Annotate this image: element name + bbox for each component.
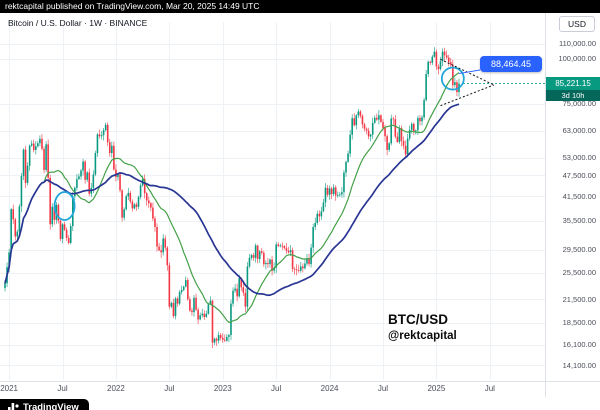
chart-text-symbol[interactable]: BTC/USD	[388, 312, 448, 327]
last-price-label: 85,221.15	[546, 77, 600, 91]
currency-unit-button[interactable]: USD	[559, 16, 595, 32]
x-axis-tick: Jul	[377, 384, 389, 393]
price-axis[interactable]: 110,000.00 100,000.00 75,000.00 63,000.00 53…	[546, 0, 600, 397]
candle-countdown: 3d 10h	[546, 90, 600, 102]
y-axis-tick: 100,000.00	[558, 54, 596, 64]
x-axis-tick: 2024	[320, 384, 339, 393]
tradingview-logo-icon	[8, 402, 19, 410]
x-axis-tick: 2023	[213, 384, 232, 393]
y-axis-tick: 63,000.00	[562, 126, 596, 136]
x-axis-tick: 2022	[107, 384, 125, 393]
y-axis-tick: 21,500.00	[562, 294, 596, 304]
chart-text-author[interactable]: @rektcapital	[388, 330, 457, 342]
publication-banner: rektcapital published on TradingView.com…	[0, 0, 600, 13]
x-axis-tick: 2021	[0, 384, 18, 393]
y-axis-tick: 18,500.00	[562, 318, 596, 328]
time-axis[interactable]: 2021 Jul 2022 Jul 2023 Jul 2024 Jul 2025 Jul	[0, 384, 545, 398]
y-axis-tick: 16,100.00	[562, 340, 596, 349]
axis-separator-horizontal	[0, 381, 600, 382]
x-axis-tick: 2025	[427, 384, 446, 393]
axis-separator-vertical	[545, 0, 546, 397]
y-axis-tick: 14,100.00	[562, 360, 596, 370]
x-axis-tick: Jul	[484, 384, 495, 393]
price-alert-label[interactable]: 88,464.45	[480, 56, 542, 72]
y-axis-tick: 75,000.00	[562, 99, 596, 109]
tradingview-logo-text: TradingView	[23, 402, 79, 410]
y-axis-tick: 35,500.00	[562, 216, 596, 226]
y-axis-tick: 110,000.00	[559, 39, 596, 49]
y-axis-tick: 29,500.00	[562, 245, 596, 255]
y-axis-tick: 41,500.00	[562, 191, 596, 201]
y-axis-tick: 25,500.00	[562, 268, 596, 277]
x-axis-tick: Jul	[164, 384, 175, 393]
x-axis-tick: Jul	[271, 384, 282, 393]
tradingview-logo[interactable]: TradingView	[0, 399, 89, 410]
y-axis-tick: 53,000.00	[562, 153, 596, 163]
x-axis-tick: Jul	[57, 384, 68, 393]
y-axis-tick: 47,500.00	[562, 170, 596, 180]
symbol-title[interactable]: Bitcoin / U.S. Dollar · 1W · BINANCE	[8, 18, 148, 28]
